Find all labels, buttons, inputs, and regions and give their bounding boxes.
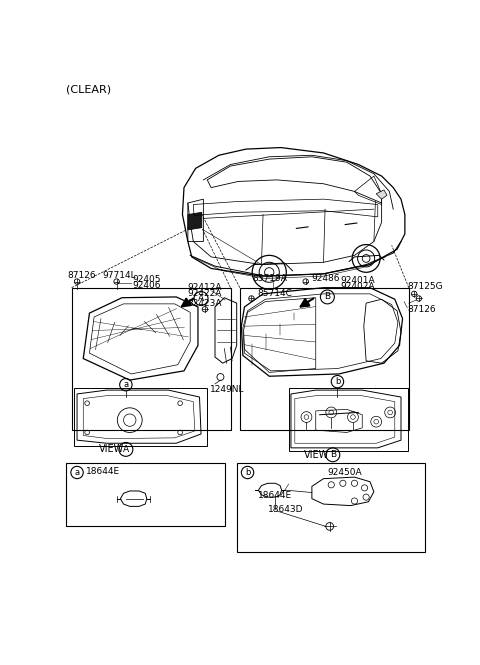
Bar [289, 388, 408, 451]
Text: 92406: 92406 [133, 281, 161, 290]
Text: b: b [335, 377, 340, 386]
Text: VIEW: VIEW [99, 444, 124, 454]
Text: VIEW: VIEW [304, 450, 329, 460]
Bar [74, 388, 207, 446]
Text: 85719A: 85719A [252, 274, 287, 283]
Polygon shape [188, 212, 202, 230]
Polygon shape [376, 190, 387, 199]
Text: 18643D: 18643D [268, 505, 303, 514]
Bar [237, 464, 425, 552]
Text: 92422A: 92422A [187, 289, 221, 299]
Text: 92486: 92486 [311, 274, 340, 283]
Text: B: B [330, 450, 336, 460]
Text: 92401A: 92401A [340, 276, 375, 285]
Text: 92450A: 92450A [327, 468, 362, 477]
Text: B: B [324, 293, 330, 301]
Text: 92405: 92405 [133, 275, 161, 284]
Bar [66, 464, 225, 527]
Text: 18644E: 18644E [85, 467, 120, 476]
Text: 1249NL: 1249NL [210, 385, 244, 394]
Text: a: a [74, 468, 80, 477]
Text: a: a [123, 380, 129, 389]
Bar [240, 288, 409, 430]
Text: A: A [198, 294, 204, 303]
Text: 92402A: 92402A [340, 283, 375, 291]
Text: b: b [245, 468, 250, 477]
Bar [72, 288, 230, 430]
Text: 85714C: 85714C [258, 289, 292, 299]
Text: 92412A: 92412A [187, 283, 222, 292]
Text: 87126: 87126 [68, 271, 96, 280]
Text: 18644E: 18644E [258, 491, 292, 500]
Text: 87126: 87126 [407, 305, 436, 314]
Text: 97714L: 97714L [103, 271, 136, 280]
Text: A: A [123, 445, 129, 454]
Text: (CLEAR): (CLEAR) [66, 85, 111, 95]
Text: 87125G: 87125G [407, 282, 443, 291]
Text: 82423A: 82423A [187, 299, 222, 308]
